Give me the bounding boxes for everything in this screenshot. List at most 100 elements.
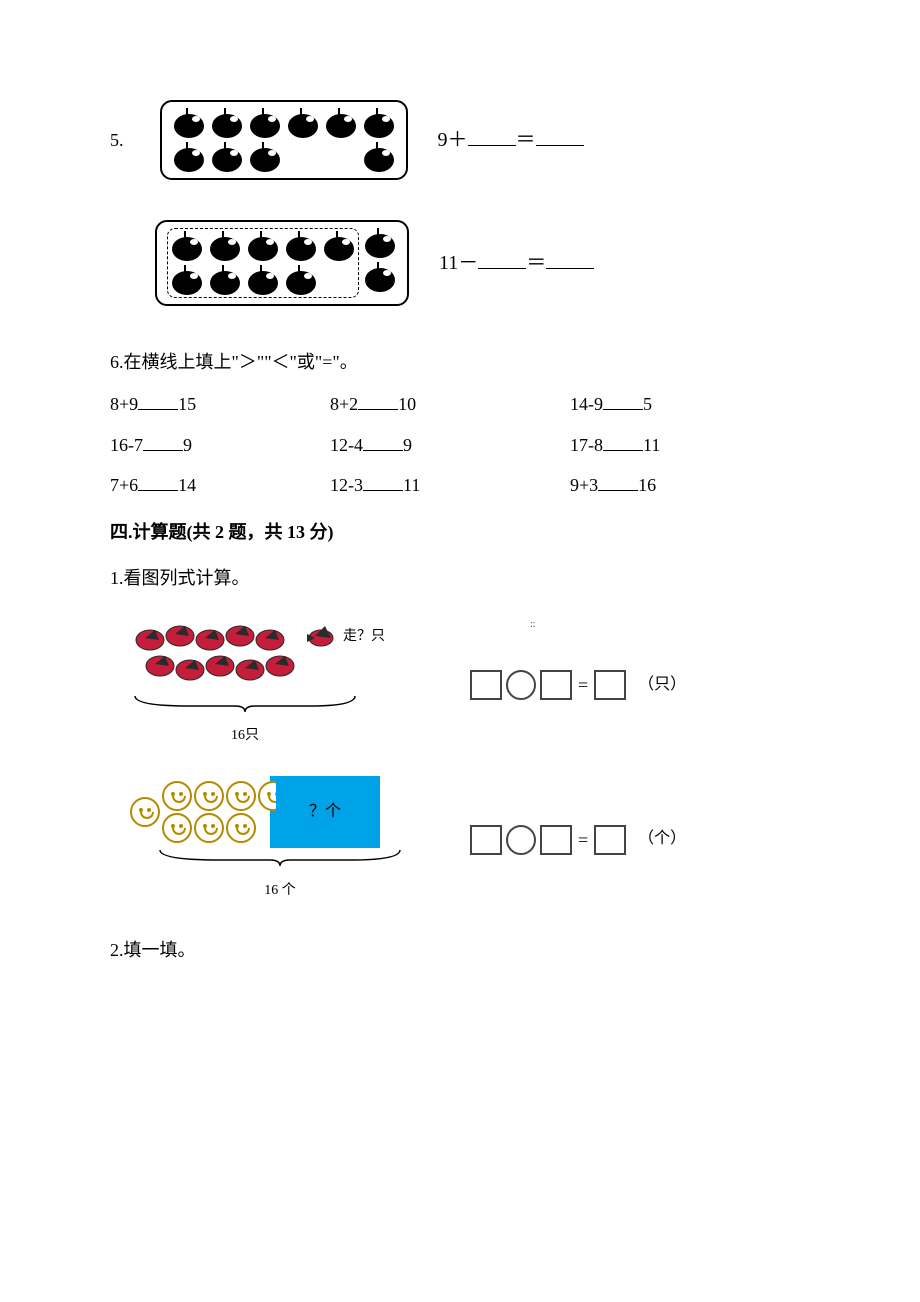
equation-diagram: = （只） [470,669,686,701]
operator-circle[interactable] [506,825,536,855]
answer-box[interactable] [594,670,626,700]
apple-icon [172,142,206,172]
apple-icon [363,262,397,292]
question-5-row-2: 11－ ＝ [110,220,810,306]
comp-cell: 7+614 [110,469,310,501]
comp-cell: 12-311 [330,469,550,501]
fill-blank[interactable] [478,249,526,269]
section-4-title: 四.计算题(共 2 题，共 13 分) [110,516,810,548]
apple-icon [363,228,397,258]
eq-text: ＝ [516,129,536,151]
calc-row-birds: :: [130,622,810,748]
apple-icon [246,231,280,261]
brace-label: 16只 [130,723,360,748]
apple-box-top [160,100,408,180]
apple-box-bottom [155,220,409,306]
apple-icon [210,142,244,172]
fly-text: 走？只 [343,624,385,649]
birds-group-icon [130,622,300,690]
fill-blank[interactable] [603,392,643,410]
fill-blank[interactable] [138,473,178,491]
birds-image-area: 走？只 16只 [130,622,430,748]
answer-box[interactable] [470,825,502,855]
calc-row-faces: ？个 16 个 = （个） [130,776,810,904]
brace-icon [150,848,410,868]
answer-box[interactable] [470,670,502,700]
apple-icon [286,108,320,138]
apple-icon [208,231,242,261]
apple-icon [246,265,280,295]
fill-blank[interactable] [598,473,638,491]
apple-gap [324,142,358,172]
equals-sign: = [576,669,590,701]
fill-blank[interactable] [138,392,178,410]
dot-marks: :: [530,616,536,634]
brace-wrap: 16只 [130,692,360,748]
fill-blank[interactable] [363,433,403,451]
apple-icon [362,142,396,172]
answer-box[interactable] [594,825,626,855]
apple-icon [170,265,204,295]
comp-cell: 14-95 [570,388,770,420]
box-text: ？个 [309,798,341,827]
fill-blank[interactable] [603,433,643,451]
dashed-apple-group [167,228,359,298]
apple-icon [322,231,356,261]
spacer [110,247,119,279]
fill-blank[interactable] [363,473,403,491]
smiley-icon [162,813,192,843]
smiley-icon [162,781,192,811]
s4-q2-label: 2.填一填。 [110,934,810,966]
apple-icon [284,231,318,261]
equation-diagram: = （个） [470,824,686,856]
comp-cell: 8+210 [330,388,550,420]
smiley-half-icon [258,781,276,811]
comp-cell: 8+915 [110,388,310,420]
apple-icon [172,108,206,138]
answer-box[interactable] [540,825,572,855]
eq-text: 9＋ [438,129,468,151]
faces-image-area: ？个 16 个 [130,776,430,904]
unit-label: （只） [638,671,686,700]
smiley-icon [226,781,256,811]
comparison-grid: 8+915 8+210 14-95 16-79 12-49 17-811 7+6… [110,388,810,501]
apple-icon [210,108,244,138]
hidden-count-box: ？个 [270,776,380,848]
face-column [130,797,160,827]
apple-icon [208,265,242,295]
apple-icon [248,142,282,172]
q5-equation-2: 11－ ＝ [439,245,594,281]
face-grid [162,781,276,843]
eq-text: 11－ [439,252,478,274]
brace-label: 16 个 [130,878,430,903]
smiley-icon [226,813,256,843]
comp-cell: 17-811 [570,429,770,461]
apple-gap [286,142,320,172]
fill-blank[interactable] [468,126,516,146]
eq-text: ＝ [526,252,546,274]
comp-cell: 12-49 [330,429,550,461]
flying-bird-icon [305,622,341,650]
operator-circle[interactable] [506,670,536,700]
comp-cell: 9+316 [570,469,770,501]
answer-box[interactable] [540,670,572,700]
fill-blank[interactable] [546,249,594,269]
apple-icon [324,108,358,138]
smiley-icon [194,781,224,811]
comp-cell: 16-79 [110,429,310,461]
fill-blank[interactable] [358,392,398,410]
s4-q1-label: 1.看图列式计算。 [110,562,810,594]
q6-prompt: 6.在横线上填上"＞""＜"或"="。 [110,346,810,378]
smiley-icon [194,813,224,843]
apple-icon [284,265,318,295]
fill-blank[interactable] [536,126,584,146]
fill-blank[interactable] [143,433,183,451]
equals-sign: = [576,824,590,856]
flying-bird-group: 走？只 [305,622,385,650]
question-5-row-1: 5. 9＋＝ [110,100,810,180]
apple-icon [362,108,396,138]
smiley-icon [130,797,160,827]
question-6: 6.在横线上填上"＞""＜"或"="。 8+915 8+210 14-95 16… [110,346,810,502]
q5-equation-1: 9＋ ＝ [438,122,584,158]
apple-icon [170,231,204,261]
